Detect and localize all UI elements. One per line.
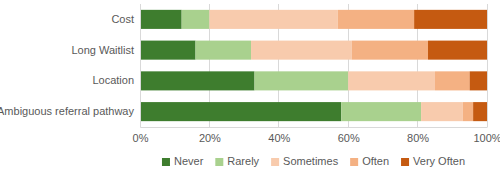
tick: 80% — [407, 127, 429, 144]
plot: 0% 20% 40% 60% 80% 100% Cost Long Waitlist Locat… — [0, 4, 500, 144]
tick-label: 60% — [338, 132, 360, 144]
bar — [414, 10, 487, 29]
legend-label: Very Often — [413, 155, 465, 167]
bar — [463, 102, 473, 121]
tick-label: 20% — [199, 132, 221, 144]
bar — [140, 71, 255, 90]
legend-label: Never — [174, 155, 204, 167]
tick: 0% — [133, 127, 149, 144]
tick: Location — [92, 74, 140, 86]
series — [182, 10, 421, 121]
axis-line — [140, 5, 141, 128]
series — [414, 10, 487, 121]
tick-label: 40% — [268, 132, 290, 144]
tick: 100% — [473, 127, 500, 144]
tick: 20% — [199, 127, 221, 144]
tick-label: 100% — [473, 132, 500, 144]
legend-item: Very Often — [401, 155, 465, 167]
bar — [352, 41, 428, 60]
legend-item: Rarely — [215, 155, 259, 167]
legend-item: Never — [162, 155, 204, 167]
tick-label: Ambiguous referral pathway — [0, 105, 134, 117]
legend-item: Often — [350, 155, 389, 167]
bar — [255, 71, 349, 90]
legend-swatch — [271, 158, 279, 166]
bar — [348, 71, 435, 90]
bar — [428, 41, 487, 60]
bar — [341, 102, 421, 121]
legend-swatch — [350, 158, 358, 166]
tick: Cost — [111, 13, 140, 25]
legend-label: Sometimes — [283, 155, 339, 167]
legend-swatch — [215, 158, 223, 166]
legend-label: Often — [362, 155, 389, 167]
tick: 40% — [268, 127, 290, 144]
y-axis: Cost Long Waitlist Location Ambiguous refer… — [0, 5, 141, 128]
bar — [470, 71, 487, 90]
x-axis: 0% 20% 40% 60% 80% 100% — [133, 127, 500, 144]
bar — [473, 102, 487, 121]
tick-label: 0% — [133, 132, 149, 144]
bar — [435, 71, 470, 90]
series — [140, 10, 341, 121]
grid — [140, 4, 487, 127]
tick: Long Waitlist — [71, 44, 140, 56]
tick-label: 80% — [407, 132, 429, 144]
bar — [140, 41, 196, 60]
bar — [251, 41, 352, 60]
legend-label: Rarely — [227, 155, 259, 167]
grid-line — [140, 4, 141, 127]
legend: Never Rarely Sometimes Often Very Often — [162, 155, 465, 167]
tick-label: Location — [92, 74, 134, 86]
bars — [140, 10, 487, 121]
tick: 60% — [338, 127, 360, 144]
bar — [338, 10, 414, 29]
bar — [196, 41, 252, 60]
bar — [182, 10, 210, 29]
legend-item: Sometimes — [271, 155, 339, 167]
legend-swatch — [401, 158, 409, 166]
bar — [140, 102, 341, 121]
bar — [421, 102, 463, 121]
chart: 0% 20% 40% 60% 80% 100% Cost Long Waitlist Locat… — [0, 0, 500, 175]
axis-line — [141, 127, 488, 128]
bar — [209, 10, 337, 29]
tick-label: Long Waitlist — [71, 44, 134, 56]
tick: Ambiguous referral pathway — [0, 105, 140, 117]
bar — [140, 10, 182, 29]
legend-swatch — [162, 158, 170, 166]
tick-label: Cost — [111, 13, 134, 25]
